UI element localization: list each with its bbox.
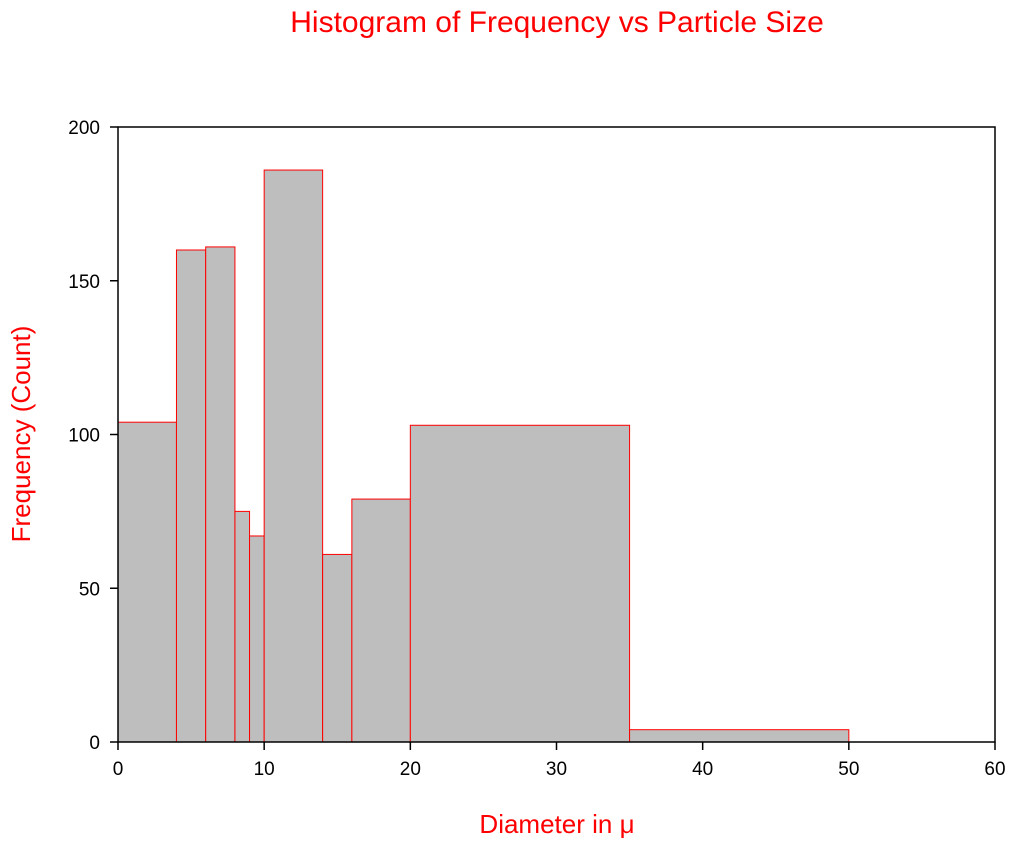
x-tick-label: 10: [254, 759, 275, 780]
histogram-bar: [175, 249, 207, 743]
x-tick-label: 0: [113, 759, 124, 780]
x-tick-label: 30: [546, 759, 567, 780]
x-axis-label: Diameter in μ: [479, 809, 634, 839]
histogram-bar: [234, 510, 251, 743]
histogram-bar: [629, 729, 850, 743]
histogram-bar: [249, 535, 265, 743]
histogram-bar: [322, 553, 353, 743]
y-tick-label: 0: [89, 733, 100, 754]
y-tick-label: 100: [68, 426, 100, 447]
x-tick-label: 60: [984, 759, 1005, 780]
histogram-bar: [117, 421, 177, 743]
chart-title: Histogram of Frequency vs Particle Size: [290, 6, 824, 39]
y-tick-label: 200: [68, 118, 100, 139]
histogram-bar: [263, 169, 324, 743]
x-tick-label: 50: [838, 759, 859, 780]
x-tick-label: 20: [400, 759, 421, 780]
histogram-bar: [351, 498, 411, 743]
x-tick-label: 40: [692, 759, 713, 780]
y-tick-label: 50: [79, 579, 100, 600]
histogram-bar: [205, 246, 236, 743]
y-axis-label: Frequency (Count): [6, 326, 36, 543]
histogram-bar: [409, 424, 631, 743]
y-tick-label: 150: [68, 272, 100, 293]
